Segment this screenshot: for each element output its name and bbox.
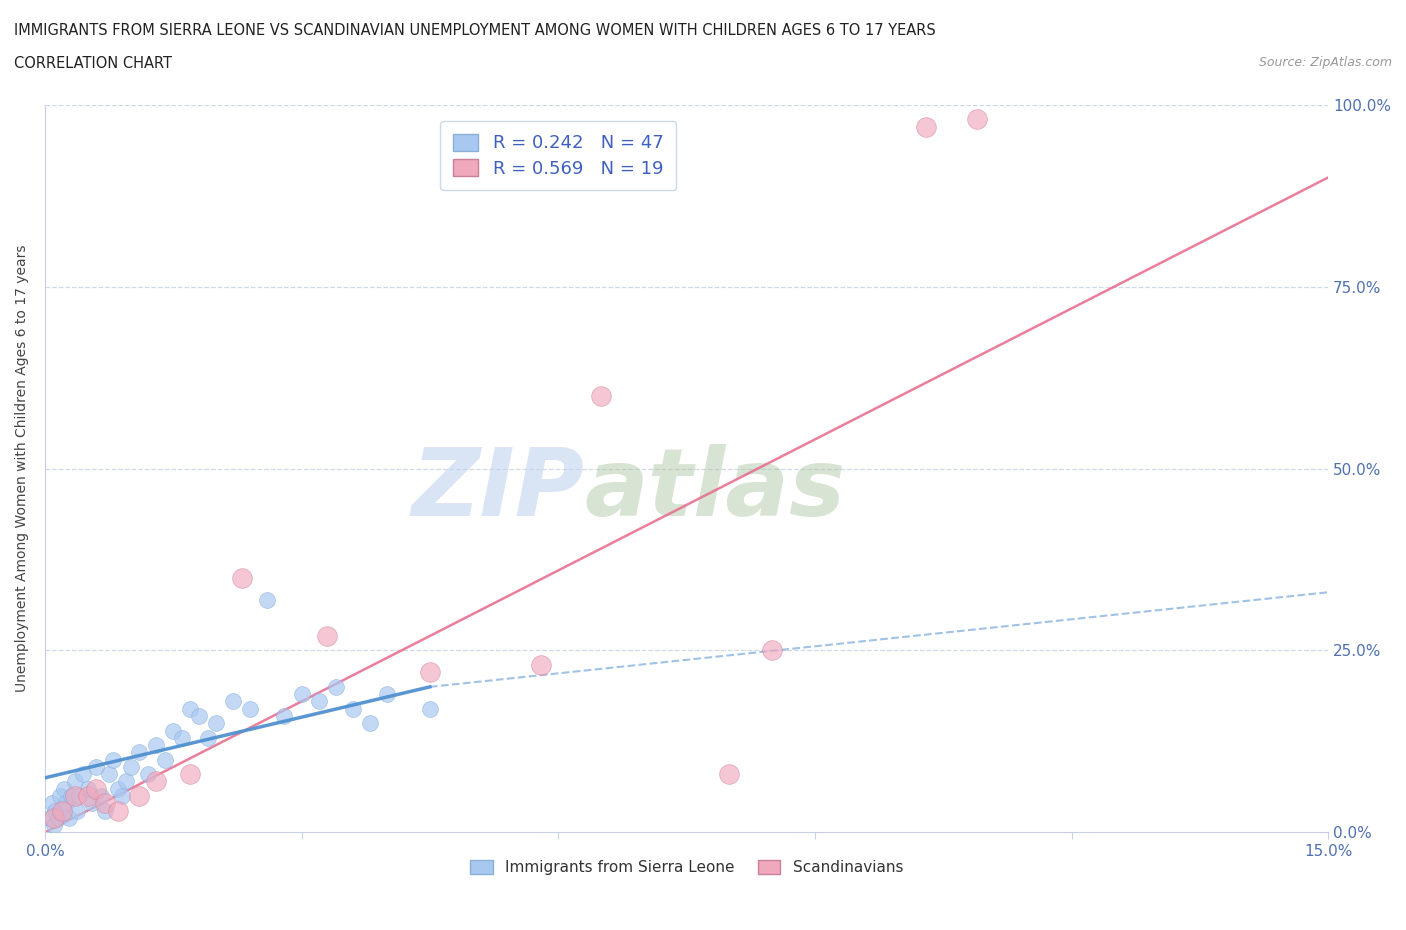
Point xyxy=(51,804,73,818)
Point xyxy=(316,629,339,644)
Text: ZIP: ZIP xyxy=(411,445,583,537)
Point xyxy=(72,766,94,781)
Point xyxy=(966,112,988,126)
Point xyxy=(188,709,211,724)
Point xyxy=(170,730,193,745)
Point xyxy=(120,760,142,775)
Point xyxy=(59,789,82,804)
Point xyxy=(589,389,612,404)
Point xyxy=(375,686,398,701)
Point xyxy=(136,766,159,781)
Text: IMMIGRANTS FROM SIERRA LEONE VS SCANDINAVIAN UNEMPLOYMENT AMONG WOMEN WITH CHILD: IMMIGRANTS FROM SIERRA LEONE VS SCANDINA… xyxy=(14,23,936,38)
Y-axis label: Unemployment Among Women with Children Ages 6 to 17 years: Unemployment Among Women with Children A… xyxy=(15,245,30,692)
Point xyxy=(80,796,103,811)
Point xyxy=(205,716,228,731)
Point xyxy=(111,789,134,804)
Point xyxy=(107,804,129,818)
Point xyxy=(718,766,741,781)
Point xyxy=(162,724,184,738)
Point xyxy=(128,745,150,760)
Point xyxy=(66,804,89,818)
Point xyxy=(308,694,330,709)
Point xyxy=(84,760,107,775)
Point xyxy=(94,804,117,818)
Point xyxy=(76,781,98,796)
Point xyxy=(67,789,90,804)
Point xyxy=(98,766,121,781)
Point xyxy=(145,737,167,752)
Point xyxy=(222,694,245,709)
Point xyxy=(94,796,117,811)
Point xyxy=(52,781,75,796)
Point xyxy=(55,796,77,811)
Point xyxy=(76,789,98,804)
Point xyxy=(342,701,364,716)
Point xyxy=(44,804,66,818)
Point xyxy=(128,789,150,804)
Point xyxy=(179,701,201,716)
Point xyxy=(915,119,938,134)
Point xyxy=(51,804,73,818)
Point xyxy=(84,781,107,796)
Point xyxy=(179,766,201,781)
Point xyxy=(145,774,167,789)
Point xyxy=(530,658,553,672)
Point xyxy=(197,730,219,745)
Point xyxy=(419,701,441,716)
Point xyxy=(42,817,65,832)
Point xyxy=(63,774,86,789)
Point xyxy=(256,592,278,607)
Point xyxy=(419,665,441,680)
Point xyxy=(42,810,65,825)
Point xyxy=(239,701,262,716)
Point xyxy=(38,810,60,825)
Point xyxy=(325,680,347,695)
Point xyxy=(115,774,138,789)
Point xyxy=(359,716,381,731)
Point xyxy=(46,810,69,825)
Point xyxy=(231,570,253,585)
Point xyxy=(153,752,176,767)
Point xyxy=(58,810,80,825)
Legend: R = 0.242   N = 47, R = 0.569   N = 19: R = 0.242 N = 47, R = 0.569 N = 19 xyxy=(440,121,676,191)
Point xyxy=(63,789,86,804)
Point xyxy=(291,686,314,701)
Point xyxy=(90,789,112,804)
Text: atlas: atlas xyxy=(583,445,845,537)
Point xyxy=(761,643,783,658)
Text: Source: ZipAtlas.com: Source: ZipAtlas.com xyxy=(1258,56,1392,69)
Point xyxy=(273,709,295,724)
Text: CORRELATION CHART: CORRELATION CHART xyxy=(14,56,172,71)
Point xyxy=(49,789,72,804)
Point xyxy=(103,752,125,767)
Point xyxy=(107,781,129,796)
Point xyxy=(41,796,63,811)
